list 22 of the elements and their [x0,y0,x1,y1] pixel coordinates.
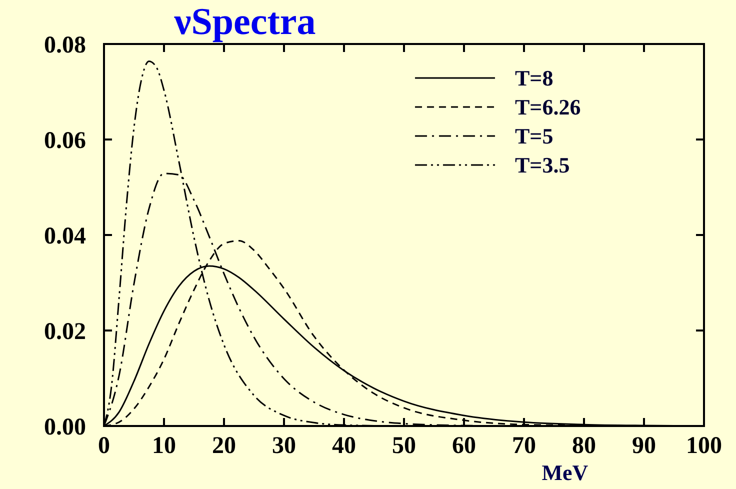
y-tick-label: 0.04 [44,223,86,250]
y-tick-label: 0.08 [44,32,86,58]
x-tick-label: 0 [98,433,110,459]
legend-label: T=6.26 [515,94,581,120]
x-tick-label: 80 [572,433,596,459]
y-tick-label: 0.06 [44,128,86,154]
x-tick-label: 60 [452,433,476,459]
x-tick-label: 30 [272,433,296,459]
legend-label: T=3.5 [515,152,570,178]
x-tick-label: 20 [212,433,236,459]
legend-label: T=5 [515,124,554,149]
chart-title: νSpectra [173,1,316,43]
x-tick-label: 100 [686,433,722,459]
x-tick-label: 90 [632,433,656,459]
y-tick-label: 0.00 [44,414,86,440]
x-axis-title: MeV [542,460,588,485]
x-tick-label: 10 [152,433,176,459]
x-tick-label: 50 [392,433,416,459]
legend-label: T=8 [515,66,554,91]
y-tick-label: 0.02 [44,318,86,345]
x-tick-label: 70 [512,433,536,459]
x-tick-label: 40 [332,433,356,459]
